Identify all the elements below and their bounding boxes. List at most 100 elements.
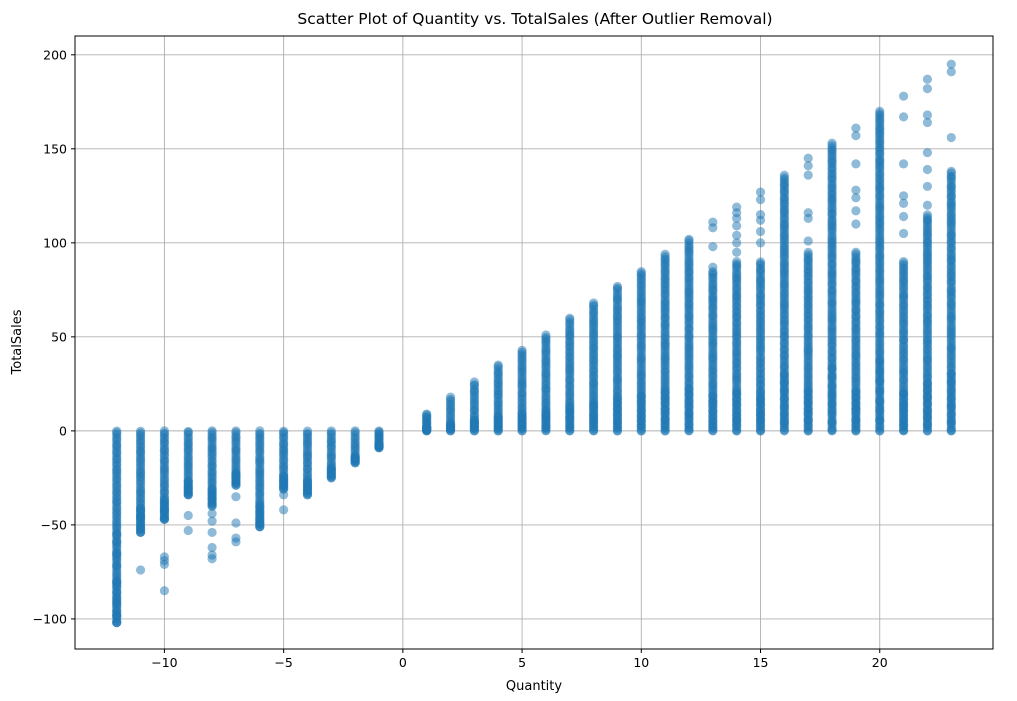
outlier-point: [159, 586, 170, 596]
data-point: [207, 426, 217, 436]
outlier-point: [851, 193, 861, 203]
x-tick-label: 5: [518, 655, 526, 670]
data-point: [374, 426, 384, 436]
outlier-point: [922, 84, 933, 94]
data-point: [875, 386, 885, 396]
data-point: [851, 247, 861, 257]
data-point: [159, 495, 170, 505]
outlier-point: [135, 512, 146, 522]
outlier-point: [732, 230, 742, 240]
outlier-point: [207, 550, 217, 560]
data-point: [255, 501, 265, 511]
y-tick-label: −100: [33, 611, 67, 626]
data-point: [732, 257, 742, 267]
outlier-point: [135, 527, 146, 538]
outlier-point: [732, 247, 742, 257]
data-point: [851, 387, 861, 397]
outlier-point: [231, 492, 241, 502]
data-point: [660, 387, 670, 397]
outlier-point: [159, 505, 170, 515]
x-tick-label: 0: [399, 655, 407, 670]
data-point: [135, 426, 146, 436]
outlier-point: [159, 552, 170, 562]
data-point: [350, 451, 360, 461]
data-point: [255, 426, 265, 436]
outlier-point: [755, 215, 766, 225]
data-point: [827, 138, 837, 148]
y-tick-label: 50: [51, 329, 67, 344]
data-point: [469, 377, 479, 387]
outlier-point: [851, 131, 861, 141]
data-point: [779, 378, 789, 388]
outlier-point: [946, 59, 956, 69]
data-point: [589, 398, 599, 408]
data-point: [946, 369, 956, 379]
outlier-point: [112, 610, 122, 620]
data-point: [946, 377, 956, 387]
data-point: [922, 419, 933, 429]
data-point: [183, 426, 193, 437]
outlier-point: [755, 226, 766, 237]
outlier-point: [803, 213, 813, 223]
outlier-point: [922, 164, 933, 175]
x-tick-label: 20: [872, 655, 888, 670]
outlier-point: [732, 238, 742, 248]
data-point: [922, 399, 933, 409]
outlier-point: [112, 618, 122, 628]
data-point: [875, 356, 885, 366]
outlier-point: [851, 159, 861, 169]
data-point: [302, 476, 313, 486]
outlier-point: [755, 194, 766, 205]
outlier-point: [255, 514, 265, 524]
data-point: [779, 402, 789, 412]
data-point: [422, 422, 432, 432]
outlier-point: [279, 505, 289, 515]
outlier-point: [755, 238, 766, 248]
outlier-point: [898, 112, 909, 122]
outlier-point: [851, 123, 861, 133]
data-point: [541, 405, 551, 415]
data-point: [827, 381, 837, 391]
outlier-point: [755, 187, 766, 197]
data-point: [827, 399, 837, 409]
y-tick-label: −50: [41, 517, 67, 532]
outlier-point: [922, 147, 933, 158]
data-point: [875, 376, 885, 386]
data-point: [946, 418, 956, 428]
data-point: [779, 426, 789, 436]
data-point: [779, 386, 789, 396]
data-point: [207, 485, 217, 495]
data-point: [565, 313, 575, 323]
outlier-point: [898, 191, 909, 201]
data-point: [636, 266, 646, 277]
data-point: [875, 406, 885, 416]
data-point: [922, 406, 933, 416]
outlier-point: [851, 206, 861, 216]
data-point: [112, 426, 122, 436]
outlier-point: [922, 74, 933, 84]
outlier-point: [112, 578, 122, 588]
outlier-point: [231, 518, 241, 528]
outlier-point: [898, 91, 909, 101]
outlier-point: [159, 514, 170, 524]
outlier-point: [279, 490, 289, 500]
outlier-point: [135, 565, 146, 575]
x-axis-label: Quantity: [506, 679, 562, 694]
data-point: [755, 257, 766, 267]
outlier-point: [112, 597, 122, 607]
outlier-point: [851, 219, 861, 229]
data-point: [922, 385, 933, 395]
data-point: [708, 391, 718, 401]
data-point: [159, 426, 170, 436]
data-point: [779, 410, 789, 420]
y-tick-label: 150: [43, 141, 67, 156]
outlier-point: [922, 181, 933, 192]
data-point: [922, 378, 933, 389]
x-axis-ticks: −10 −5 0 5 10 15 20: [151, 649, 888, 670]
chart-title: Scatter Plot of Quantity vs. TotalSales …: [297, 10, 772, 28]
data-point: [279, 426, 289, 436]
outlier-point: [946, 132, 956, 143]
data-points: [112, 59, 956, 628]
outlier-point: [803, 170, 813, 180]
